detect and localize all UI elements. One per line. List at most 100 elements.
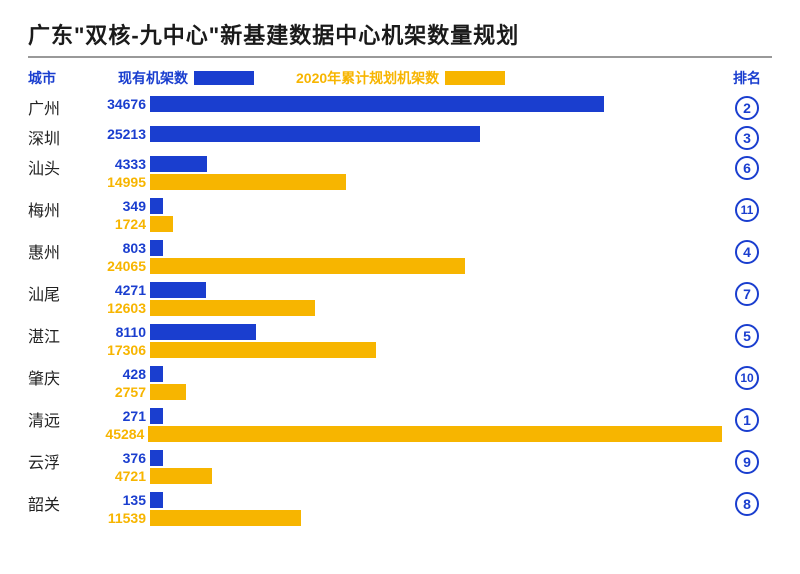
rank-badge: 1	[735, 408, 759, 432]
chart-rows: 广州 34676 2 深圳 25213 3 汕头 4333 14995 6 梅州 349 1724 11 惠…	[28, 96, 772, 528]
existing-bar	[150, 240, 163, 256]
planned-wrap: 12603	[94, 300, 722, 316]
existing-bar	[150, 96, 604, 112]
rank-cell: 7	[722, 282, 772, 306]
bars-cell: 376 4721	[88, 450, 722, 484]
city-label: 惠州	[28, 240, 88, 263]
legend-existing-label: 现有机架数	[118, 68, 188, 88]
rank-cell: 6	[722, 156, 772, 180]
rank-badge: 6	[735, 156, 759, 180]
city-label: 清远	[28, 408, 88, 431]
header-rank: 排名	[722, 68, 772, 88]
city-label: 汕头	[28, 156, 88, 179]
existing-wrap: 4333	[94, 156, 722, 172]
rank-badge: 5	[735, 324, 759, 348]
existing-bar	[150, 324, 256, 340]
planned-wrap: 24065	[94, 258, 722, 274]
chart-row: 梅州 349 1724 11	[28, 198, 772, 234]
rank-cell: 5	[722, 324, 772, 348]
rank-badge: 3	[735, 126, 759, 150]
rank-badge: 8	[735, 492, 759, 516]
existing-bar	[150, 408, 163, 424]
legend: 现有机架数 2020年累计规划机架数	[88, 68, 722, 88]
planned-wrap: 2757	[94, 384, 722, 400]
header-row: 城市 现有机架数 2020年累计规划机架数 排名	[28, 68, 772, 88]
city-label: 梅州	[28, 198, 88, 221]
bars-cell: 25213	[88, 126, 722, 142]
existing-label: 4271	[94, 283, 150, 297]
planned-label: 12603	[94, 301, 150, 315]
legend-existing: 现有机架数	[118, 68, 254, 88]
planned-wrap: 17306	[94, 342, 722, 358]
bars-cell: 803 24065	[88, 240, 722, 274]
existing-wrap: 376	[94, 450, 722, 466]
rank-badge: 10	[735, 366, 759, 390]
existing-wrap: 349	[94, 198, 722, 214]
chart-row: 深圳 25213 3	[28, 126, 772, 148]
existing-label: 34676	[94, 97, 150, 111]
chart-row: 云浮 376 4721 9	[28, 450, 772, 486]
rank-cell: 9	[722, 450, 772, 474]
bars-cell: 8110 17306	[88, 324, 722, 358]
rank-cell: 8	[722, 492, 772, 516]
bars-cell: 4271 12603	[88, 282, 722, 316]
city-label: 广州	[28, 96, 88, 119]
planned-bar	[150, 216, 173, 232]
existing-bar	[150, 450, 163, 466]
rank-cell: 2	[722, 96, 772, 120]
existing-label: 4333	[94, 157, 150, 171]
rank-badge: 7	[735, 282, 759, 306]
legend-planned-label: 2020年累计规划机架数	[296, 68, 439, 88]
chart-row: 肇庆428275710	[28, 366, 772, 402]
planned-bar	[150, 510, 301, 526]
existing-bar	[150, 198, 163, 214]
existing-wrap: 34676	[94, 96, 722, 112]
existing-wrap: 271	[94, 408, 722, 424]
existing-bar	[150, 156, 207, 172]
chart-row: 清远 271 45284 1	[28, 408, 772, 444]
chart-container: 广东"双核-九中心"新基建数据中心机架数量规划 城市 现有机架数 2020年累计…	[0, 0, 800, 544]
existing-bar	[150, 282, 206, 298]
legend-planned: 2020年累计规划机架数	[296, 68, 505, 88]
rank-cell: 11	[722, 198, 772, 222]
planned-wrap: 14995	[94, 174, 722, 190]
bars-cell: 271 45284	[88, 408, 722, 442]
planned-wrap: 1724	[94, 216, 722, 232]
planned-bar	[148, 426, 722, 442]
city-label: 云浮	[28, 450, 88, 473]
header-city: 城市	[28, 68, 88, 88]
planned-label: 11539	[94, 511, 150, 525]
city-label: 湛江	[28, 324, 88, 347]
bars-cell: 428 2757	[88, 366, 722, 400]
planned-label: 1724	[94, 217, 150, 231]
existing-wrap: 135	[94, 492, 722, 508]
existing-label: 349	[94, 199, 150, 213]
planned-label: 45284	[94, 427, 148, 441]
planned-wrap: 45284	[94, 426, 722, 442]
planned-label: 24065	[94, 259, 150, 273]
chart-row: 汕尾 4271 12603 7	[28, 282, 772, 318]
rank-cell: 1	[722, 408, 772, 432]
chart-row: 汕头 4333 14995 6	[28, 156, 772, 192]
city-label: 韶关	[28, 492, 88, 515]
city-label: 汕尾	[28, 282, 88, 305]
existing-label: 428	[94, 367, 150, 381]
city-label: 深圳	[28, 126, 88, 149]
planned-bar	[150, 258, 465, 274]
planned-bar	[150, 174, 346, 190]
planned-label: 4721	[94, 469, 150, 483]
rank-badge: 11	[735, 198, 759, 222]
planned-bar	[150, 384, 186, 400]
planned-label: 17306	[94, 343, 150, 357]
chart-row: 惠州803240654	[28, 240, 772, 276]
planned-bar	[150, 300, 315, 316]
planned-bar	[150, 468, 212, 484]
existing-bar	[150, 366, 163, 382]
planned-label: 14995	[94, 175, 150, 189]
bars-cell: 4333 14995	[88, 156, 722, 190]
existing-wrap: 803	[94, 240, 722, 256]
existing-bar	[150, 492, 163, 508]
existing-wrap: 8110	[94, 324, 722, 340]
existing-wrap: 25213	[94, 126, 722, 142]
bars-cell: 135 11539	[88, 492, 722, 526]
